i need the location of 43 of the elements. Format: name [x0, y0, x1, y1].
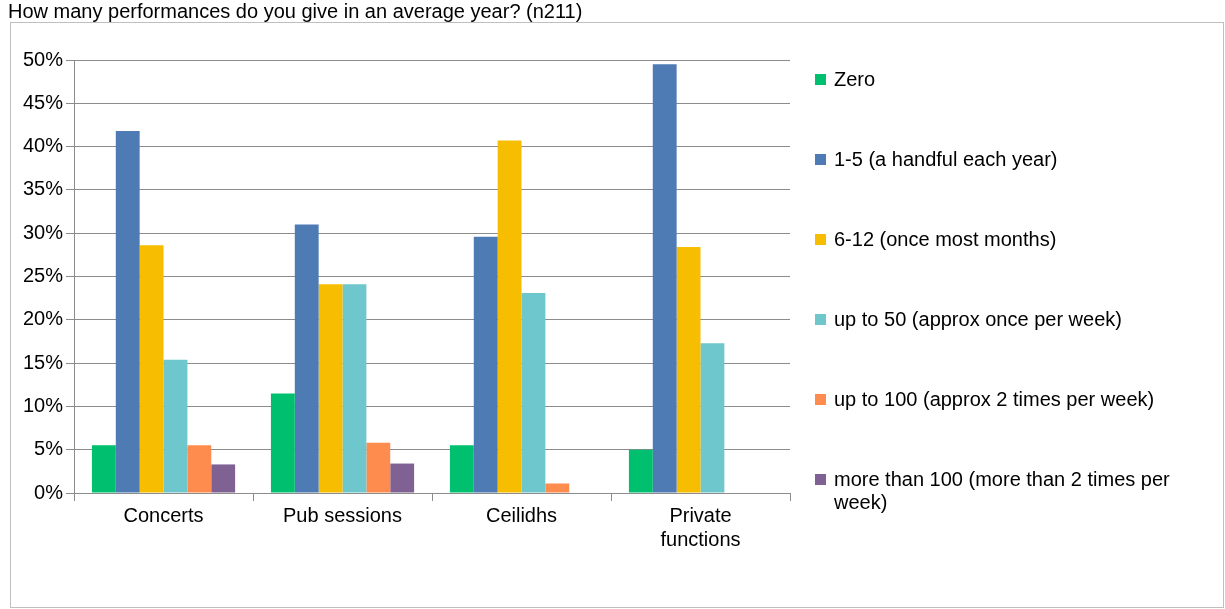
bar [449, 445, 474, 493]
bar [211, 464, 236, 493]
x-tick-label: Pub sessions [283, 503, 402, 526]
y-tick-label: 15% [23, 350, 64, 373]
bar [187, 445, 212, 493]
legend-label: 6-12 (once most months) [834, 228, 1057, 251]
legend-label: Zero [834, 68, 876, 91]
bar [390, 463, 415, 493]
bar [521, 292, 546, 493]
y-tick-label: 5% [34, 437, 64, 460]
bar [318, 284, 343, 493]
bar [366, 442, 391, 493]
bar [628, 449, 653, 493]
legend-label: more than 100 (more than 2 times per week) [834, 468, 1171, 514]
bar [497, 140, 522, 493]
bar [676, 247, 701, 493]
bar [700, 343, 725, 493]
legend-label: up to 100 (approx 2 times per week) [834, 388, 1155, 411]
y-tick-label: 25% [23, 264, 64, 287]
bar [342, 284, 367, 493]
bar [115, 131, 140, 493]
legend-label: up to 50 (approx once per week) [834, 308, 1122, 331]
y-tick-label: 35% [23, 177, 64, 200]
x-tick-label: Concerts [123, 503, 204, 526]
y-tick-label: 10% [23, 393, 64, 416]
bar [91, 445, 116, 493]
y-tick-label: 0% [34, 480, 64, 503]
bar [545, 483, 570, 493]
y-tick-label: 50% [23, 47, 64, 70]
y-tick-label: 20% [23, 307, 64, 330]
y-tick-label: 45% [23, 90, 64, 113]
bar [270, 393, 295, 493]
x-tick-label: Private functions [660, 503, 741, 550]
y-tick-label: 30% [23, 220, 64, 243]
bar [294, 224, 319, 493]
legend-label: 1-5 (a handful each year) [834, 148, 1058, 171]
bar [139, 245, 164, 493]
bar [163, 359, 188, 493]
bar [652, 64, 677, 493]
chart-title: How many performances do you give in an average year? (n211) [8, 0, 583, 23]
bar [473, 236, 498, 493]
y-tick-label: 40% [23, 134, 64, 157]
x-tick-label: Ceilidhs [485, 503, 558, 526]
